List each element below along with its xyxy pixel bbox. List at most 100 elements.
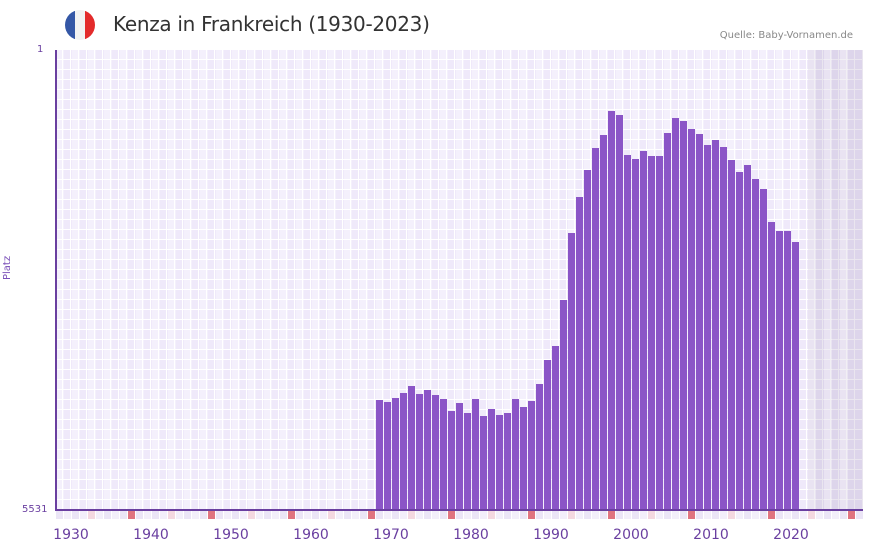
bar-2002[interactable] xyxy=(632,158,639,510)
bar-2001[interactable] xyxy=(624,154,631,510)
bar-1970[interactable] xyxy=(376,399,383,510)
x-tick xyxy=(320,511,327,519)
grid-column xyxy=(392,50,400,510)
bar-1984[interactable] xyxy=(488,408,495,510)
x-tick xyxy=(160,511,167,519)
grid-column xyxy=(56,50,64,510)
bar-1972[interactable] xyxy=(392,397,399,510)
bar-1985[interactable] xyxy=(496,415,503,510)
bar-1986[interactable] xyxy=(504,412,511,510)
bar-1983[interactable] xyxy=(480,416,487,510)
x-tick xyxy=(296,511,303,519)
x-tick xyxy=(192,511,199,519)
bar-1980[interactable] xyxy=(456,402,463,510)
bar-1992[interactable] xyxy=(552,345,559,510)
bar-2007[interactable] xyxy=(672,117,679,510)
x-tick xyxy=(744,511,751,519)
x-tick xyxy=(184,511,191,519)
bar-2021[interactable] xyxy=(784,231,791,510)
x-tick xyxy=(80,511,87,519)
bar-1981[interactable] xyxy=(464,412,471,510)
x-tick xyxy=(632,511,639,519)
bar-2022[interactable] xyxy=(792,241,799,510)
bar-1977[interactable] xyxy=(432,394,439,510)
bar-1997[interactable] xyxy=(592,147,599,510)
bar-1999[interactable] xyxy=(608,110,615,510)
bar-1976[interactable] xyxy=(424,389,431,510)
bar-2013[interactable] xyxy=(720,146,727,510)
grid-column xyxy=(216,50,224,510)
grid-column xyxy=(152,50,160,510)
bar-2009[interactable] xyxy=(688,128,695,510)
bar-1993[interactable] xyxy=(560,299,567,510)
grid-column xyxy=(456,50,464,510)
grid-column xyxy=(248,50,256,510)
x-tick xyxy=(392,511,399,519)
bar-2004[interactable] xyxy=(648,155,655,510)
bar-2003[interactable] xyxy=(640,150,647,510)
grid-column xyxy=(312,50,320,510)
x-tick xyxy=(520,511,527,519)
grid-column xyxy=(168,50,176,510)
bar-1971[interactable] xyxy=(384,401,391,510)
x-tick xyxy=(416,511,423,519)
bar-1975[interactable] xyxy=(416,393,423,510)
x-tick xyxy=(704,511,711,519)
plot-area xyxy=(55,50,863,510)
bar-2018[interactable] xyxy=(760,188,767,510)
x-tick xyxy=(688,511,695,519)
bar-1982[interactable] xyxy=(472,398,479,510)
x-tick xyxy=(456,511,463,519)
bar-1988[interactable] xyxy=(520,406,527,510)
bar-1987[interactable] xyxy=(512,398,519,510)
x-tick xyxy=(288,511,295,519)
x-tick xyxy=(768,511,775,519)
bar-2000[interactable] xyxy=(616,114,623,510)
bar-2020[interactable] xyxy=(776,231,783,510)
x-tick-label: 1940 xyxy=(133,527,169,543)
x-tick xyxy=(104,511,111,519)
x-tick xyxy=(728,511,735,519)
bar-2015[interactable] xyxy=(736,171,743,510)
bar-2011[interactable] xyxy=(704,144,711,510)
x-tick xyxy=(832,511,839,519)
bar-2016[interactable] xyxy=(744,164,751,510)
x-tick xyxy=(112,511,119,519)
grid-column xyxy=(232,50,240,510)
grid-column xyxy=(264,50,272,510)
bar-1994[interactable] xyxy=(568,233,575,510)
grid-column xyxy=(120,50,128,510)
bar-1989[interactable] xyxy=(528,400,535,510)
grid-column xyxy=(520,50,528,510)
bar-1991[interactable] xyxy=(544,359,551,510)
bar-2010[interactable] xyxy=(696,133,703,510)
bar-1974[interactable] xyxy=(408,385,415,510)
x-tick xyxy=(496,511,503,519)
bar-1998[interactable] xyxy=(600,134,607,510)
bar-1995[interactable] xyxy=(576,196,583,510)
x-tick xyxy=(760,511,767,519)
bar-2012[interactable] xyxy=(712,139,719,510)
bar-1978[interactable] xyxy=(440,398,447,510)
bar-1996[interactable] xyxy=(584,169,591,510)
grid-column xyxy=(200,50,208,510)
bar-2017[interactable] xyxy=(752,178,759,510)
bar-1979[interactable] xyxy=(448,411,455,510)
bar-2008[interactable] xyxy=(680,120,687,510)
x-tick xyxy=(432,511,439,519)
x-tick xyxy=(488,511,495,519)
x-tick xyxy=(328,511,335,519)
bar-2019[interactable] xyxy=(768,222,775,510)
bar-2005[interactable] xyxy=(656,155,663,510)
x-tick xyxy=(736,511,743,519)
bar-1973[interactable] xyxy=(400,392,407,510)
bar-1990[interactable] xyxy=(536,383,543,510)
bar-2006[interactable] xyxy=(664,133,671,510)
grid-column xyxy=(824,50,832,510)
x-tick xyxy=(72,511,79,519)
x-tick xyxy=(608,511,615,519)
x-tick xyxy=(120,511,127,519)
bar-2014[interactable] xyxy=(728,159,735,510)
x-tick xyxy=(128,511,135,519)
grid-column xyxy=(376,50,384,510)
